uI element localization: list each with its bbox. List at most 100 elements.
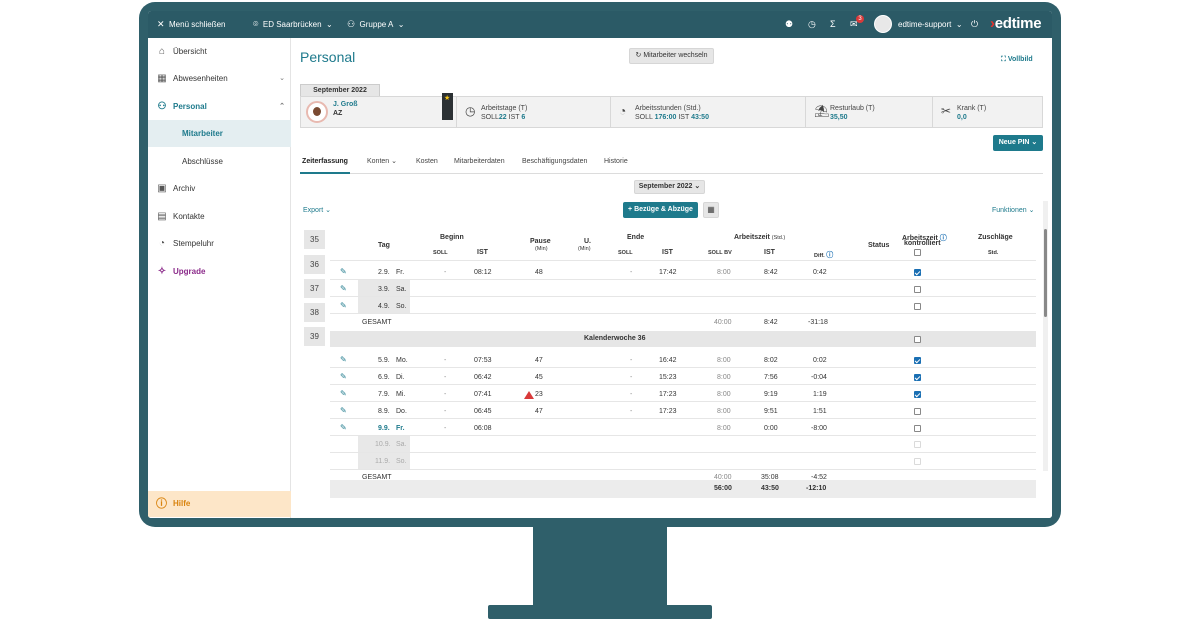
- pencil-icon[interactable]: ✎: [340, 267, 347, 276]
- header-kontrolliert-1: Arbeitszeit ⓘ: [902, 235, 947, 242]
- mail-badge: 3: [856, 15, 864, 23]
- pencil-icon[interactable]: ✎: [340, 389, 347, 398]
- tab-mitarbeiterdaten[interactable]: Mitarbeiterdaten: [454, 158, 505, 165]
- week-kontrolliert-checkbox[interactable]: [914, 336, 921, 343]
- pencil-icon[interactable]: ✎: [340, 301, 347, 310]
- row-kontrolliert-checkbox[interactable]: [914, 269, 921, 276]
- pencil-icon[interactable]: ✎: [340, 406, 347, 415]
- row-soll-bv: 8:00: [717, 374, 731, 381]
- row-day: Mi.: [396, 391, 406, 398]
- header-pause: Pause: [530, 238, 551, 245]
- pencil-icon[interactable]: ✎: [340, 284, 347, 293]
- sidebar-item-label: Archiv: [173, 184, 196, 193]
- tab-konten[interactable]: Konten ⌄: [367, 158, 397, 165]
- kontrolliert-all-checkbox[interactable]: [914, 249, 921, 256]
- help-label: Hilfe: [173, 499, 191, 508]
- row-date: 6.9.: [378, 374, 390, 381]
- tab-bar: Zeiterfassung Konten ⌄ Kosten Mitarbeite…: [300, 152, 1043, 174]
- header-tag: Tag: [378, 242, 390, 249]
- sidebar-item-personal[interactable]: ⚇ Personal ⌃: [148, 93, 291, 120]
- sidebar-item-mitarbeiter[interactable]: Mitarbeiter: [148, 120, 291, 147]
- fullscreen-button[interactable]: ⛶ Vollbild: [1001, 56, 1033, 64]
- employee-name[interactable]: J. Groß: [333, 101, 358, 108]
- group-selector[interactable]: ⚇ Gruppe A ⌄: [347, 11, 405, 38]
- tab-historie[interactable]: Historie: [604, 158, 628, 165]
- new-pin-button[interactable]: Neue PIN ⌄: [993, 135, 1043, 151]
- user-plus-icon[interactable]: ⚉: [785, 19, 794, 29]
- sidebar-item-label: Kontakte: [173, 212, 205, 221]
- row-ende-ist: 17:23: [659, 391, 677, 398]
- header-diff: Diff. ⓘ: [814, 252, 834, 259]
- sidebar-item-label: Personal: [173, 102, 207, 111]
- row-date: 11.9.: [375, 458, 391, 465]
- tab-beschaeftigungsdaten[interactable]: Beschäftigungsdaten: [522, 158, 588, 165]
- power-icon[interactable]: ⏻: [971, 19, 979, 29]
- calculator-icon[interactable]: ▦: [703, 202, 719, 218]
- people-icon: ⚇: [157, 101, 167, 112]
- beach-icon: ⛱: [814, 104, 830, 118]
- stat-krank: ✂ Krank (T) 0,0: [932, 97, 1042, 127]
- stat-label: Arbeitstage (T): [481, 105, 528, 112]
- row-beginn-soll: -: [444, 269, 447, 276]
- week-35[interactable]: 35: [304, 230, 325, 249]
- row-beginn-ist: 06:08: [474, 425, 492, 432]
- pencil-icon[interactable]: ✎: [340, 355, 347, 364]
- refresh-icon: ↻: [635, 52, 642, 59]
- week-39[interactable]: 39: [304, 327, 325, 346]
- row-diff: -0:04: [811, 374, 827, 381]
- sidebar-item-upgrade[interactable]: ✧ Upgrade: [148, 258, 291, 285]
- tab-kosten[interactable]: Kosten: [416, 158, 438, 165]
- header-ende-ist: IST: [662, 249, 673, 256]
- row-kontrolliert-checkbox[interactable]: [914, 391, 921, 398]
- help-button[interactable]: ⓘ Hilfe: [148, 491, 291, 517]
- scrollbar[interactable]: [1043, 201, 1048, 471]
- row-kontrolliert-checkbox[interactable]: [914, 374, 921, 381]
- sidebar-item-abwesenheiten[interactable]: ▦ Abwesenheiten ⌄: [148, 65, 291, 92]
- warning-icon[interactable]: [524, 391, 534, 399]
- scrollbar-thumb[interactable]: [1044, 229, 1047, 317]
- row-kontrolliert-checkbox[interactable]: [914, 286, 921, 293]
- sidebar-item-abschluesse[interactable]: Abschlüsse: [148, 148, 291, 175]
- ist-label: IST: [678, 114, 690, 121]
- sidebar-item-label: Übersicht: [173, 47, 207, 56]
- sigma-icon[interactable]: Σ: [830, 19, 836, 29]
- row-kontrolliert-checkbox[interactable]: [914, 425, 921, 432]
- stat-label: Krank (T): [957, 105, 987, 112]
- pencil-icon[interactable]: ✎: [340, 372, 347, 381]
- stat-value: 22: [498, 114, 507, 121]
- switch-employee-button[interactable]: ↻ Mitarbeiter wechseln: [629, 48, 714, 64]
- month-select[interactable]: September 2022 ⌄: [634, 180, 705, 194]
- row-beginn-soll: -: [444, 374, 447, 381]
- bookmark-icon[interactable]: [442, 93, 453, 120]
- sidebar-item-stempeluhr[interactable]: ◔ Stempeluhr: [148, 230, 291, 257]
- bezuege-abzuege-button[interactable]: + Bezüge & Abzüge: [623, 202, 698, 218]
- week-36[interactable]: 36: [304, 255, 325, 274]
- week-38[interactable]: 38: [304, 303, 325, 322]
- user-menu[interactable]: edtime-support ⌄: [898, 11, 963, 38]
- row-ende-soll: -: [630, 374, 633, 381]
- menu-close-button[interactable]: ✕ Menü schließen: [157, 11, 225, 38]
- row-beginn-ist: 06:42: [474, 374, 492, 381]
- row-divider: [330, 469, 1036, 470]
- export-button[interactable]: Export ⌄: [303, 207, 332, 214]
- sidebar-item-archiv[interactable]: ▣ Archiv: [148, 175, 291, 202]
- stopwatch-icon: ◔: [158, 238, 166, 249]
- clock-icon[interactable]: ◷: [808, 19, 816, 29]
- row-kontrolliert-checkbox[interactable]: [914, 408, 921, 415]
- pencil-icon[interactable]: ✎: [340, 423, 347, 432]
- location-selector[interactable]: ⌾ ED Saarbrücken ⌄: [253, 11, 333, 38]
- avatar[interactable]: [874, 15, 892, 33]
- stat-value: 35,50: [830, 114, 848, 121]
- week-37[interactable]: 37: [304, 279, 325, 298]
- row-kontrolliert-checkbox[interactable]: [914, 357, 921, 364]
- sidebar-item-uebersicht[interactable]: ⌂ Übersicht: [148, 38, 291, 65]
- funktionen-button[interactable]: Funktionen ⌄: [992, 207, 1035, 214]
- sidebar-item-kontakte[interactable]: ▤ Kontakte: [148, 203, 291, 230]
- row-date: 2.9.: [378, 269, 390, 276]
- location-label: ED Saarbrücken: [262, 20, 322, 29]
- row-divider: [330, 401, 1036, 402]
- mail-icon[interactable]: ✉: [850, 19, 858, 29]
- row-pause: 47: [535, 408, 543, 415]
- tab-zeiterfassung[interactable]: Zeiterfassung: [300, 152, 350, 174]
- row-kontrolliert-checkbox[interactable]: [914, 303, 921, 310]
